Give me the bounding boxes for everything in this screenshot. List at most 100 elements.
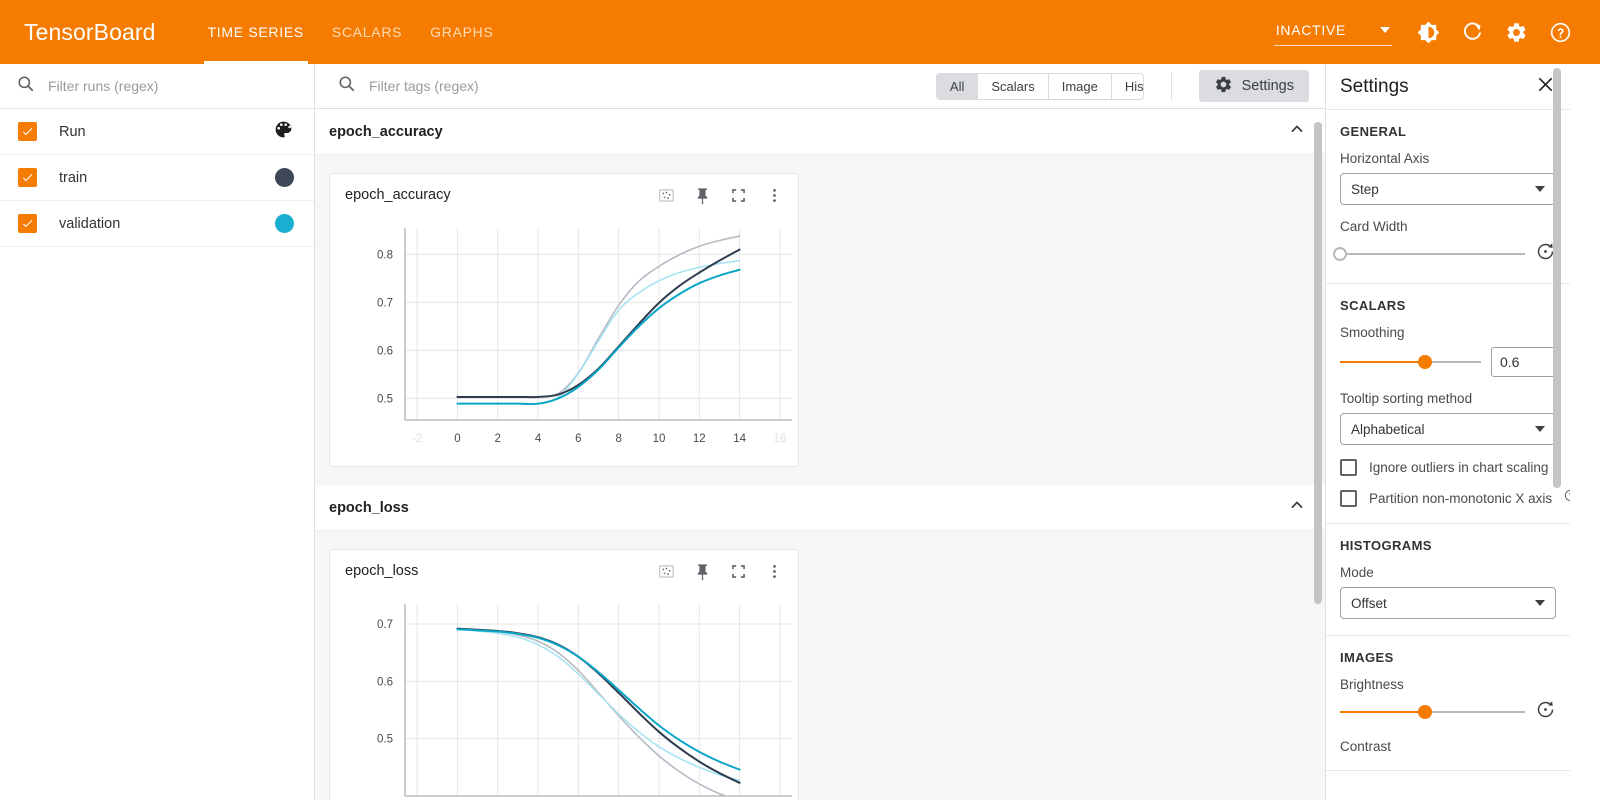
horizontal-axis-label: Horizontal Axis	[1340, 151, 1430, 166]
pin-icon[interactable]	[693, 186, 712, 205]
more-options-icon[interactable]	[765, 186, 784, 205]
tooltip-sorting-value: Alphabetical	[1351, 421, 1425, 437]
help-icon[interactable]	[1564, 489, 1570, 507]
svg-text:0: 0	[454, 433, 460, 445]
header-actions: INACTIVE	[1273, 12, 1600, 52]
smoothing-value-input[interactable]: 0.6	[1491, 347, 1556, 377]
slider-thumb[interactable]	[1418, 705, 1433, 719]
fit-domain-icon[interactable]	[657, 186, 676, 205]
filter-scalars[interactable]: Scalars	[978, 73, 1049, 99]
filter-all[interactable]: All	[936, 73, 979, 99]
tag-filter-input[interactable]	[369, 72, 923, 100]
partition-x-axis-checkbox[interactable]	[1340, 489, 1357, 507]
partition-x-axis-checkbox-row[interactable]: Partition non-monotonic X axis	[1340, 489, 1570, 507]
histogram-mode-select[interactable]: Offset	[1340, 587, 1556, 619]
settings-scrollbar-thumb[interactable]	[1553, 68, 1561, 488]
tab-scalars[interactable]: SCALARS	[331, 24, 403, 40]
gear-icon[interactable]	[1496, 12, 1536, 52]
more-options-icon[interactable]	[765, 562, 784, 581]
svg-text:0.5: 0.5	[377, 393, 393, 405]
help-icon[interactable]	[1540, 12, 1580, 52]
tab-graphs[interactable]: GRAPHS	[430, 24, 494, 40]
chevron-up-icon[interactable]	[1287, 119, 1307, 144]
chevron-down-icon	[1535, 186, 1545, 192]
svg-text:12: 12	[693, 433, 706, 445]
group-title: epoch_accuracy	[329, 123, 443, 140]
runs-column-label: Run	[59, 123, 86, 140]
run-color-swatch-train[interactable]	[275, 168, 294, 187]
fit-domain-icon[interactable]	[657, 562, 676, 581]
contrast-label: Contrast	[1340, 739, 1392, 754]
search-icon	[16, 74, 35, 98]
run-item-train[interactable]: train	[0, 155, 314, 201]
close-icon[interactable]	[1535, 74, 1556, 100]
horizontal-axis-select[interactable]: Step	[1340, 173, 1556, 205]
run-status-dropdown[interactable]: INACTIVE	[1273, 19, 1392, 46]
settings-button[interactable]: Settings	[1198, 70, 1309, 102]
section-heading-images: IMAGES	[1340, 650, 1394, 665]
toolbar-divider	[1170, 72, 1172, 100]
settings-section-scalars: SCALARS Smoothing 0.6 Tooltip sorting me…	[1326, 284, 1570, 524]
palette-icon[interactable]	[273, 119, 294, 145]
tooltip-sorting-select[interactable]: Alphabetical	[1340, 413, 1556, 445]
settings-panel: Settings GENERAL Horizontal Axis Step Ca…	[1325, 64, 1570, 800]
horizontal-axis-value: Step	[1351, 181, 1379, 197]
group-body-epoch-loss: epoch_loss	[315, 531, 1325, 800]
group-header-epoch-loss[interactable]: epoch_loss	[315, 485, 1325, 531]
ignore-outliers-checkbox-row[interactable]: Ignore outliers in chart scaling	[1340, 459, 1556, 476]
main-scrollbar-thumb[interactable]	[1314, 122, 1322, 604]
card-actions	[657, 562, 784, 581]
slider-track	[1340, 253, 1525, 255]
fullscreen-icon[interactable]	[729, 186, 748, 205]
slider-thumb[interactable]	[1417, 355, 1432, 369]
card-width-slider[interactable]	[1333, 245, 1525, 263]
run-status-value: INACTIVE	[1275, 21, 1346, 38]
card-header: epoch_loss	[330, 550, 798, 592]
slider-fill	[1340, 361, 1425, 363]
chevron-down-icon	[1535, 600, 1545, 606]
brightness-slider[interactable]	[1340, 703, 1525, 721]
chevron-up-icon[interactable]	[1287, 495, 1307, 520]
run-checkbox-validation[interactable]	[18, 214, 37, 233]
brightness-icon[interactable]	[1408, 12, 1448, 52]
card-actions	[657, 186, 784, 205]
run-checkbox-train[interactable]	[18, 168, 37, 187]
pin-icon[interactable]	[693, 562, 712, 581]
run-label-train: train	[59, 169, 88, 186]
settings-section-histograms: HISTOGRAMS Mode Offset	[1326, 524, 1570, 636]
runs-sidebar: Run train validation	[0, 64, 315, 800]
group-title: epoch_loss	[329, 499, 409, 516]
settings-header: Settings	[1326, 64, 1570, 110]
main-tabs: TIME SERIES SCALARS GRAPHS	[194, 0, 508, 64]
svg-text:4: 4	[535, 433, 542, 445]
filter-histogram[interactable]: Histogram	[1124, 78, 1144, 94]
plot-epoch-accuracy[interactable]: 0.5 0.6 0.7 0.8 -2 0 2 4 6 8 10 12 14 16	[330, 216, 798, 466]
histogram-mode-value: Offset	[1351, 595, 1387, 611]
chevron-down-icon	[1380, 26, 1390, 33]
brightness-reset-icon[interactable]	[1535, 699, 1556, 725]
group-header-epoch-accuracy[interactable]: epoch_accuracy	[315, 109, 1325, 155]
runs-filter-input[interactable]	[48, 72, 298, 100]
slider-thumb[interactable]	[1333, 247, 1347, 261]
card-header: epoch_accuracy	[330, 174, 798, 216]
tab-time-series[interactable]: TIME SERIES	[194, 0, 318, 64]
run-color-swatch-validation[interactable]	[275, 214, 294, 233]
card-width-slider-row	[1333, 241, 1556, 267]
card-width-label: Card Width	[1340, 219, 1408, 234]
refresh-icon[interactable]	[1452, 12, 1492, 52]
ignore-outliers-label: Ignore outliers in chart scaling	[1369, 460, 1549, 475]
settings-title: Settings	[1340, 75, 1409, 97]
card-width-reset-icon[interactable]	[1535, 241, 1556, 267]
smoothing-slider[interactable]	[1340, 353, 1481, 371]
ignore-outliers-checkbox[interactable]	[1340, 459, 1357, 476]
brightness-label: Brightness	[1340, 677, 1404, 692]
fullscreen-icon[interactable]	[729, 562, 748, 581]
filter-image[interactable]: Image	[1049, 73, 1112, 99]
cards-scroll-area: epoch_accuracy epoch_accuracy	[315, 109, 1325, 800]
runs-select-all-checkbox[interactable]	[18, 122, 37, 141]
run-item-validation[interactable]: validation	[0, 201, 314, 247]
runs-header-row[interactable]: Run	[0, 109, 314, 155]
search-icon	[337, 74, 356, 98]
app-brand: TensorBoard	[24, 18, 156, 45]
